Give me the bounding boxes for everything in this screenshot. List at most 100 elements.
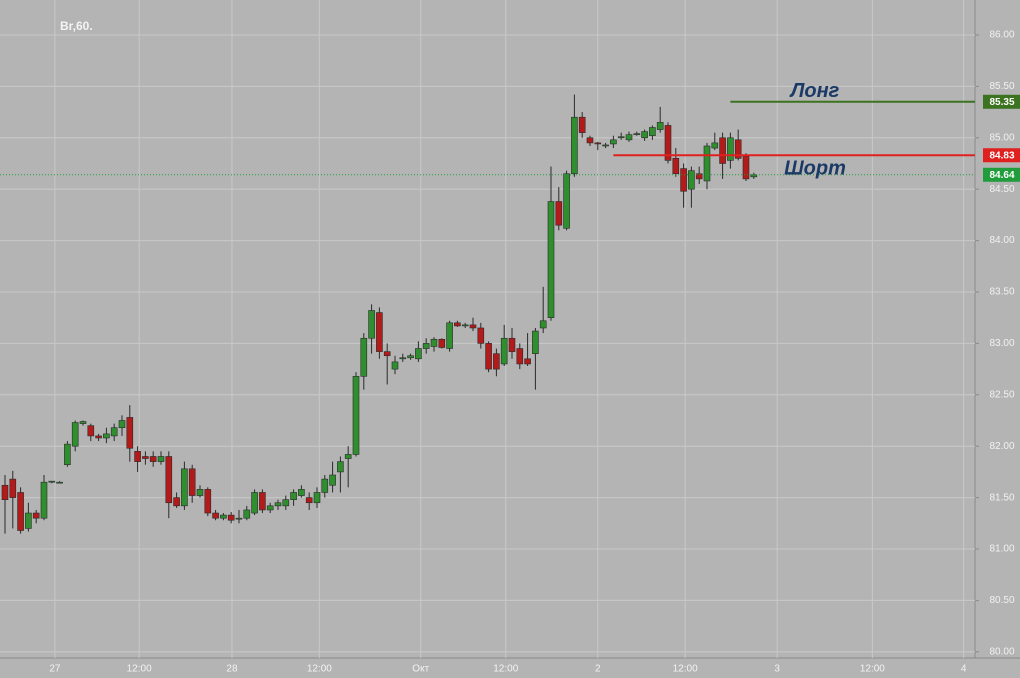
candle-body	[71, 422, 79, 447]
candle-body	[376, 312, 383, 352]
candle-body	[563, 173, 570, 229]
candle-body	[610, 139, 617, 145]
candle-body	[500, 337, 508, 365]
candle-body	[87, 425, 95, 437]
level-name: Шорт	[784, 158, 846, 180]
candle-body	[188, 468, 196, 496]
candle-body	[352, 375, 360, 455]
candle-body	[641, 131, 648, 139]
candle-body	[625, 134, 633, 141]
candle-body	[446, 322, 453, 349]
candle-body	[321, 478, 329, 493]
candle-body	[469, 324, 477, 329]
candle-body	[40, 481, 48, 519]
candle-body	[25, 512, 32, 529]
candle-body	[407, 355, 414, 359]
candle-body	[656, 122, 664, 130]
candle-body	[532, 330, 539, 354]
y-tick-label: 80.00	[989, 646, 1014, 657]
candle-body	[415, 348, 422, 360]
candle-body	[516, 348, 524, 365]
candle-body	[454, 322, 461, 327]
candle-body	[617, 136, 625, 139]
candle-body	[227, 514, 235, 521]
candle-body	[391, 361, 399, 370]
y-tick-label: 86.00	[989, 30, 1014, 41]
candle-body	[64, 443, 71, 466]
candle-body	[711, 142, 719, 149]
candle-body	[196, 489, 204, 496]
candle-body	[430, 338, 438, 347]
y-tick-label: 84.00	[989, 235, 1014, 246]
candle-body	[422, 343, 430, 349]
candle-body	[586, 137, 594, 144]
x-tick-label: 2	[595, 664, 601, 675]
candle-body	[508, 337, 516, 352]
x-tick-label: 27	[49, 664, 61, 675]
candle-body	[688, 170, 695, 190]
candle-body	[329, 474, 336, 486]
candle-body	[633, 133, 641, 135]
candle-body	[165, 456, 173, 504]
candle-body	[438, 338, 446, 348]
candle-body	[493, 353, 500, 370]
candle-body	[695, 173, 703, 180]
candle-body	[594, 142, 602, 145]
candle-body	[305, 497, 313, 504]
candle-body	[734, 139, 742, 159]
candle-body	[602, 144, 609, 147]
candle-body	[727, 137, 734, 161]
candle-body	[17, 492, 24, 531]
candle-body	[555, 201, 563, 226]
y-tick-label: 84.50	[989, 184, 1014, 195]
candle-body	[149, 456, 157, 462]
candle-body	[477, 327, 485, 344]
candle-body	[703, 145, 711, 182]
candle-body	[79, 421, 87, 424]
candle-body	[313, 492, 321, 504]
candle-body	[539, 320, 547, 329]
candle-body	[344, 454, 352, 459]
candle-body	[524, 358, 531, 365]
price-tag-label: 84.83	[989, 150, 1014, 161]
candle-body	[266, 505, 274, 511]
candle-body	[571, 116, 578, 175]
x-tick-label: 4	[961, 664, 967, 675]
y-tick-label: 81.00	[989, 544, 1014, 555]
price-tag	[983, 167, 1020, 182]
candle-body	[118, 420, 126, 428]
candle-body	[649, 127, 656, 137]
candle-body	[243, 509, 251, 519]
candle-body	[134, 451, 141, 462]
x-tick-label: 28	[226, 664, 238, 675]
candle-body	[290, 492, 297, 500]
candle-body	[399, 357, 407, 360]
x-tick-label: 12:00	[307, 664, 332, 675]
candle-body	[547, 201, 555, 318]
price-tag-label: 85.35	[989, 97, 1014, 108]
x-tick-label: 12:00	[493, 664, 518, 675]
candle-body	[368, 310, 375, 339]
candle-body	[742, 155, 750, 180]
candle-body	[298, 489, 305, 496]
candle-body	[680, 168, 687, 192]
chart-title: Br,60.	[60, 19, 93, 33]
y-tick-label: 82.00	[989, 441, 1014, 452]
candle-body	[204, 489, 212, 514]
candle-body	[360, 337, 368, 377]
y-tick-label: 83.00	[989, 338, 1014, 349]
candle-body	[32, 512, 40, 519]
candle-body	[181, 468, 188, 507]
candle-body	[485, 343, 492, 370]
candle-body	[274, 502, 282, 507]
candle-body	[664, 125, 672, 161]
candle-body	[337, 461, 344, 473]
candle-body	[142, 456, 149, 459]
candle-body	[95, 435, 102, 439]
candle-body	[9, 478, 17, 498]
price-tag	[983, 94, 1020, 109]
candle-body	[157, 456, 165, 462]
candle-body	[672, 158, 680, 175]
y-tick-label: 85.00	[989, 132, 1014, 143]
